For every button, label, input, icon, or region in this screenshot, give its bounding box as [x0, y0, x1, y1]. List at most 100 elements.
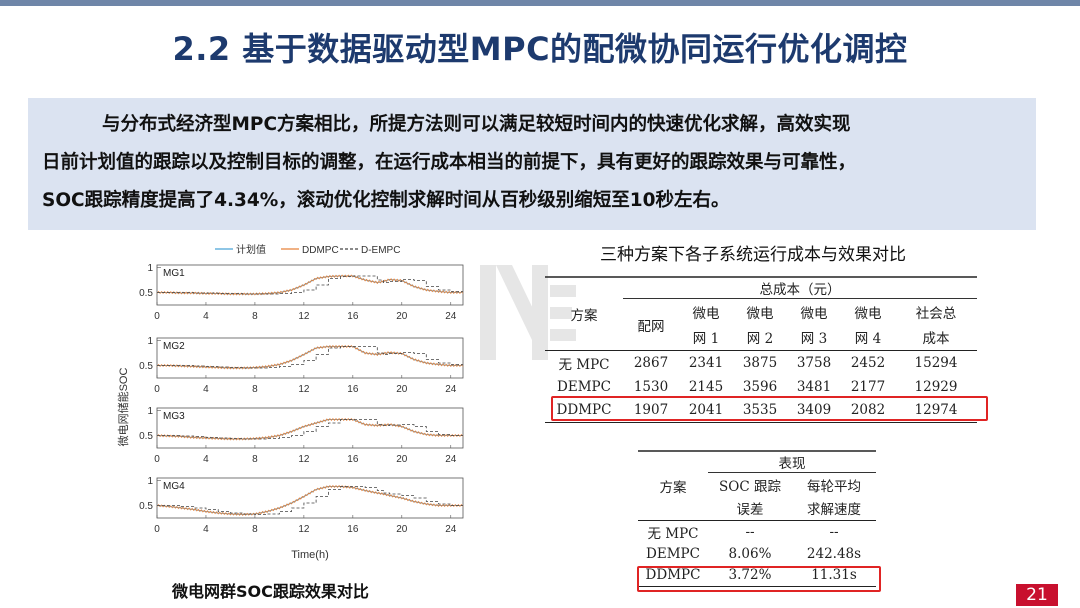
soc-tracking-chart: 计划值 DDMPC D-EMPC 微电网储能SOC Time(h) 0.510 4 8 1… — [116, 243, 464, 561]
table1-highlight-box — [551, 396, 988, 421]
table1-cell: 3535 — [742, 402, 778, 419]
x-tick-label: 8 — [252, 454, 258, 465]
table1-cell: 3596 — [742, 378, 778, 395]
table2-subheader: 误差 — [736, 502, 764, 519]
table2-top-rule — [638, 450, 876, 452]
subplot-label: MG2 — [163, 341, 185, 352]
x-tick-label: 24 — [445, 311, 457, 322]
series-ddmpc-line — [156, 344, 464, 370]
table1-subheader: 网 2 — [746, 331, 774, 348]
table2-cell: 11.31s — [811, 567, 857, 584]
x-tick-label: 8 — [252, 524, 258, 535]
table2-highlight-box — [637, 566, 881, 592]
subplot-mg1: 0.5 1 0 4 8 12 16 20 24 MG1 — [139, 263, 464, 322]
x-tick-label: 24 — [445, 454, 457, 465]
table1-subheader: 微电 — [746, 305, 774, 322]
table2-header-performance: 表现 — [708, 452, 876, 473]
x-tick-label: 0 — [154, 384, 160, 395]
y-tick-label: 1 — [147, 263, 153, 274]
x-tick-label: 4 — [203, 524, 209, 535]
table1-cell: 3409 — [796, 402, 832, 419]
table1-cell: 2145 — [688, 378, 724, 395]
table2-row-name: DEMPC — [646, 545, 700, 562]
table2-cell: -- — [829, 523, 839, 540]
x-tick-label: 16 — [347, 311, 359, 322]
table1-cell: 2082 — [850, 402, 886, 419]
subplot-frame — [156, 337, 464, 379]
x-tick-label: 20 — [396, 524, 408, 535]
table1-cell: 12929 — [914, 378, 958, 395]
table1-cell: 1907 — [633, 402, 669, 419]
series-ddmpc-line — [156, 484, 464, 517]
page-number: 21 — [1016, 584, 1058, 606]
table1-cell: 2867 — [633, 354, 669, 371]
x-tick-label: 24 — [445, 384, 457, 395]
chart-x-axis-label: Time(h) — [291, 549, 328, 561]
x-tick-label: 12 — [298, 454, 310, 465]
subplot-frame — [156, 477, 464, 519]
table2-subheader: 求解速度 — [807, 502, 861, 519]
table1: 方案 总成本（元） 配网 微电 微电 微电 微电 社会总 网 1 网 2 网 3… — [545, 278, 977, 423]
x-tick-label: 16 — [347, 454, 359, 465]
series-plan-line — [157, 275, 463, 295]
y-tick-label: 0.5 — [139, 501, 153, 512]
x-tick-label: 20 — [396, 384, 408, 395]
subplot-label: MG3 — [163, 411, 185, 422]
subplot-mg3: 0.5 1 0 4 8 12 16 20 24 MG3 — [139, 406, 464, 465]
table1-row-name: DDMPC — [556, 402, 612, 419]
series-ddmpc-line — [156, 274, 464, 296]
table1-header-total-cost: 总成本（元） — [623, 278, 977, 299]
series-dempc-line — [157, 275, 463, 295]
table-row: DEMPC 8.06% 242.48s — [638, 543, 876, 565]
table2-cell: 242.48s — [806, 545, 862, 562]
subplot-frame — [156, 407, 464, 449]
x-tick-label: 16 — [347, 524, 359, 535]
chart-y-axis-label: 微电网储能SOC — [116, 368, 130, 447]
table1-cell: 3875 — [742, 354, 778, 371]
series-plan-line — [156, 486, 463, 516]
table2-cell: 3.72% — [728, 567, 772, 584]
table1-subheader: 网 1 — [692, 331, 720, 348]
summary-line-1: 与分布式经济型MPC方案相比，所提方法则可以满足较短时间内的快速优化求解，高效实… — [102, 114, 851, 135]
table1-subheader: 微电 — [692, 305, 720, 322]
top-accent-bar — [0, 0, 1080, 6]
subplot-mg4: 0.5 1 0 4 8 12 16 20 24 MG4 — [139, 476, 464, 535]
table1-title: 三种方案下各子系统运行成本与效果对比 — [600, 245, 906, 265]
x-tick-label: 0 — [154, 311, 160, 322]
table1-cell: 12974 — [914, 402, 958, 419]
y-tick-label: 1 — [147, 336, 153, 347]
series-dempc-line — [157, 419, 463, 440]
table2-row-name: DDMPC — [645, 567, 701, 584]
x-tick-label: 12 — [298, 384, 310, 395]
x-tick-label: 12 — [298, 311, 310, 322]
x-tick-label: 4 — [203, 311, 209, 322]
figure-caption: 微电网群SOC跟踪效果对比 — [172, 582, 369, 601]
table2-cell: -- — [745, 523, 755, 540]
table1-header-grid: 配网 — [637, 318, 665, 335]
x-tick-label: 12 — [298, 524, 310, 535]
x-tick-label: 4 — [203, 384, 209, 395]
summary-line-3: SOC跟踪精度提高了4.34%，滚动优化控制求解时间从百秒级别缩短至10秒左右。 — [42, 190, 730, 211]
table-row: 无 MPC 2867 2341 3875 3758 2452 15294 — [545, 351, 977, 375]
subplot-label: MG1 — [163, 268, 185, 279]
table1-row-name: DEMPC — [557, 378, 611, 395]
legend-label: DDMPC — [302, 245, 339, 256]
x-tick-label: 16 — [347, 384, 359, 395]
x-tick-label: 8 — [252, 311, 258, 322]
subplot-label: MG4 — [163, 481, 185, 492]
table-row: DEMPC 1530 2145 3596 3481 2177 12929 — [545, 375, 977, 399]
legend-label: 计划值 — [236, 243, 266, 256]
table1-subheader: 微电 — [854, 305, 882, 322]
table1-subheader: 成本 — [922, 331, 950, 348]
y-tick-label: 1 — [147, 406, 153, 417]
table1-cell: 3758 — [796, 354, 832, 371]
table2-header-scheme: 方案 — [659, 480, 687, 496]
table1-cell: 2177 — [850, 378, 886, 395]
watermark-logo — [480, 265, 576, 360]
series-dempc-line — [157, 346, 463, 369]
table1-cell: 1530 — [633, 378, 669, 395]
series-plan-line — [157, 346, 463, 369]
subplot-frame — [156, 264, 464, 306]
x-tick-label: 8 — [252, 384, 258, 395]
table2: 方案 表现 SOC 跟踪 每轮平均 误差 求解速度 无 MPC -- -- DE… — [638, 452, 876, 587]
